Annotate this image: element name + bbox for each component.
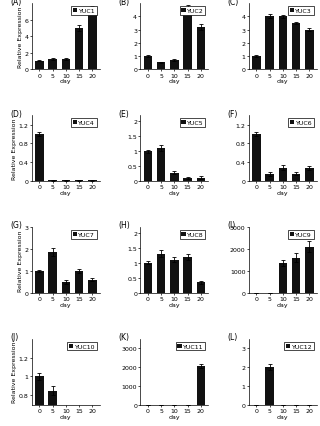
- Text: (L): (L): [227, 332, 237, 342]
- Bar: [35, 271, 44, 293]
- Bar: [48, 253, 57, 293]
- Legend: YUC4: YUC4: [71, 119, 97, 127]
- Legend: YUC1: YUC1: [71, 7, 97, 16]
- Bar: [144, 263, 152, 293]
- X-axis label: day: day: [60, 302, 72, 307]
- Legend: YUC6: YUC6: [288, 119, 314, 127]
- X-axis label: day: day: [277, 79, 289, 84]
- X-axis label: day: day: [60, 191, 72, 196]
- Bar: [48, 391, 57, 426]
- Bar: [35, 377, 44, 426]
- Legend: YUC8: YUC8: [180, 230, 205, 239]
- Text: (C): (C): [227, 0, 238, 7]
- Legend: YUC3: YUC3: [288, 7, 314, 16]
- Bar: [170, 260, 179, 293]
- Legend: YUC5: YUC5: [180, 119, 205, 127]
- Y-axis label: Relative Expression: Relative Expression: [18, 230, 23, 291]
- Bar: [88, 280, 97, 293]
- Legend: YUC10: YUC10: [68, 342, 97, 351]
- Bar: [183, 257, 192, 293]
- Bar: [183, 178, 192, 181]
- X-axis label: day: day: [60, 79, 72, 84]
- Bar: [196, 366, 205, 405]
- Bar: [144, 57, 152, 70]
- Text: (F): (F): [227, 109, 238, 118]
- Text: (A): (A): [10, 0, 21, 7]
- Bar: [170, 173, 179, 181]
- Bar: [61, 282, 70, 293]
- X-axis label: day: day: [277, 414, 289, 419]
- Bar: [305, 31, 314, 70]
- Text: (B): (B): [119, 0, 130, 7]
- Bar: [279, 17, 287, 70]
- Bar: [265, 175, 274, 181]
- Bar: [61, 60, 70, 70]
- Bar: [196, 28, 205, 70]
- Bar: [252, 135, 261, 181]
- X-axis label: day: day: [169, 414, 180, 419]
- Y-axis label: Relative Expression: Relative Expression: [12, 341, 17, 403]
- Legend: YUC2: YUC2: [180, 7, 205, 16]
- X-axis label: day: day: [169, 302, 180, 307]
- Bar: [35, 62, 44, 70]
- Bar: [292, 24, 300, 70]
- Y-axis label: Relative Expression: Relative Expression: [12, 118, 17, 179]
- Bar: [88, 9, 97, 70]
- Bar: [279, 168, 287, 181]
- Text: (I): (I): [227, 221, 236, 230]
- Bar: [75, 271, 84, 293]
- Bar: [279, 264, 287, 293]
- Bar: [196, 178, 205, 181]
- X-axis label: day: day: [277, 191, 289, 196]
- Bar: [265, 17, 274, 70]
- Y-axis label: Relative Expression: Relative Expression: [18, 6, 23, 68]
- Bar: [305, 168, 314, 181]
- X-axis label: day: day: [169, 79, 180, 84]
- Bar: [157, 149, 165, 181]
- Text: (J): (J): [10, 332, 19, 342]
- Bar: [75, 29, 84, 70]
- Bar: [35, 135, 44, 181]
- Bar: [265, 367, 274, 405]
- X-axis label: day: day: [169, 191, 180, 196]
- Bar: [157, 254, 165, 293]
- Text: (E): (E): [119, 109, 130, 118]
- Bar: [252, 57, 261, 70]
- Bar: [292, 175, 300, 181]
- Bar: [48, 60, 57, 70]
- Legend: YUC7: YUC7: [71, 230, 97, 239]
- X-axis label: day: day: [277, 302, 289, 307]
- Bar: [196, 283, 205, 293]
- Legend: YUC11: YUC11: [176, 342, 205, 351]
- X-axis label: day: day: [60, 414, 72, 419]
- Bar: [305, 247, 314, 293]
- Text: (D): (D): [10, 109, 22, 118]
- Bar: [183, 11, 192, 70]
- Legend: YUC9: YUC9: [288, 230, 314, 239]
- Text: (K): (K): [119, 332, 130, 342]
- Bar: [292, 258, 300, 293]
- Text: (H): (H): [119, 221, 131, 230]
- Legend: YUC12: YUC12: [284, 342, 314, 351]
- Bar: [144, 152, 152, 181]
- Text: (G): (G): [10, 221, 22, 230]
- Bar: [157, 63, 165, 70]
- Bar: [170, 61, 179, 70]
